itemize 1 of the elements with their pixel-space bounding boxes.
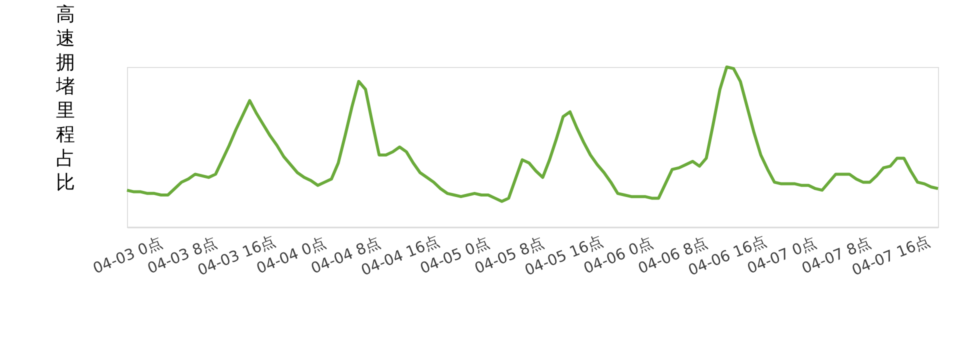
y-axis-title: 高速拥堵里程占比 [55, 4, 75, 194]
